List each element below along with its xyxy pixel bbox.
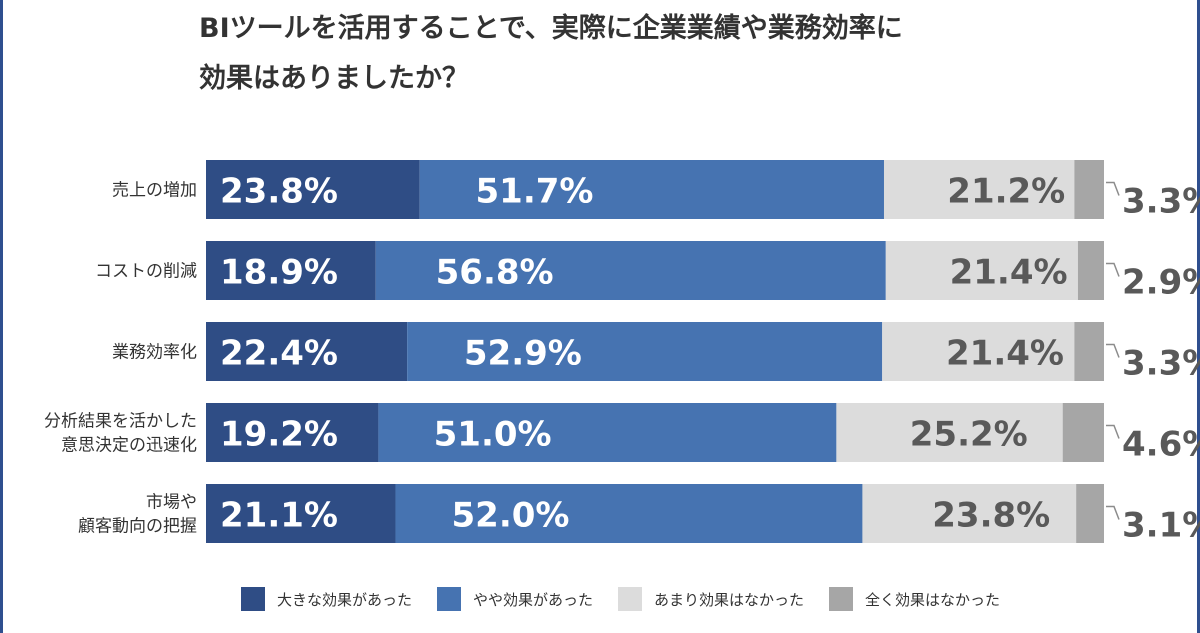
leader-line	[1106, 181, 1120, 196]
legend-label-some-effect: やや効果があった	[473, 590, 594, 609]
bar-segment-big-effect	[206, 241, 376, 300]
legend-swatch-no-effect	[829, 587, 854, 611]
legend-swatch-some-effect	[437, 587, 462, 611]
legend-label-little-effect: あまり効果はなかった	[654, 590, 805, 609]
bar-value-label-little-effect: 25.2%	[910, 415, 1028, 455]
bar-segment-little-effect	[862, 484, 1077, 543]
category-label: 市場や顧客動向の把握	[78, 493, 197, 537]
leader-line	[1106, 424, 1120, 439]
bar-value-label-big-effect: 22.4%	[220, 334, 338, 374]
bar-value-label-little-effect: 21.2%	[947, 172, 1065, 212]
category-label-line: 意思決定の迅速化	[61, 436, 197, 456]
bar-segment-little-effect	[836, 403, 1063, 462]
category-label: コストの削減	[95, 262, 197, 282]
bar-segment-some-effect	[407, 322, 883, 381]
bar-segment-little-effect	[882, 322, 1075, 381]
leader-line	[1106, 262, 1120, 277]
category-label: 業務効率化	[112, 343, 197, 363]
category-label-line: 業務効率化	[112, 343, 197, 363]
bar-segment-some-effect	[378, 403, 837, 462]
bar-value-label-big-effect: 19.2%	[220, 415, 338, 455]
bar-value-label-some-effect: 51.0%	[434, 415, 552, 455]
legend-label-no-effect: 全く効果はなかった	[865, 590, 1001, 609]
bar-value-label-some-effect: 52.0%	[452, 496, 570, 536]
bar-value-label-no-effect: 4.6%	[1122, 425, 1200, 465]
bar-segment-no-effect	[1074, 322, 1104, 381]
bar-value-label-big-effect: 18.9%	[220, 253, 338, 293]
category-label-line: 売上の増加	[112, 181, 197, 201]
bar-segment-big-effect	[206, 403, 379, 462]
bar-value-label-no-effect: 3.1%	[1122, 506, 1200, 546]
bar-segment-little-effect	[883, 160, 1075, 219]
legend-label-big-effect: 大きな効果があった	[277, 590, 413, 609]
bar-value-label-big-effect: 23.8%	[220, 172, 338, 212]
bar-segment-no-effect	[1076, 484, 1104, 543]
legend-item-no-effect: 全く効果はなかった	[829, 587, 1000, 611]
bar-segment-some-effect	[375, 241, 886, 300]
bar-value-label-some-effect: 56.8%	[436, 253, 554, 293]
bar-segment-big-effect	[206, 160, 420, 219]
category-label: 分析結果を活かした意思決定の迅速化	[44, 412, 197, 456]
bar-segment-some-effect	[419, 160, 884, 219]
category-label-line: 市場や	[146, 493, 197, 513]
legend-item-some-effect: やや効果があった	[437, 587, 593, 611]
bar-value-label-no-effect: 3.3%	[1122, 344, 1200, 384]
legend-item-little-effect: あまり効果はなかった	[618, 587, 804, 611]
leader-line	[1106, 343, 1120, 358]
category-label-line: コストの削減	[95, 262, 197, 282]
category-label: 売上の増加	[112, 181, 197, 201]
bar-value-label-little-effect: 21.4%	[946, 334, 1064, 374]
stacked-bar-chart: 売上の増加 23.8% 51.7% 21.2% 3.3% コストの削減 18.9% 56.8%…	[44, 160, 1200, 546]
bar-value-label-no-effect: 3.3%	[1122, 182, 1200, 222]
bar-value-label-big-effect: 21.1%	[220, 496, 338, 536]
bar-segment-no-effect	[1074, 160, 1104, 219]
category-label-line: 顧客動向の把握	[78, 517, 197, 537]
bar-value-label-some-effect: 51.7%	[476, 172, 594, 212]
legend-swatch-little-effect	[618, 587, 643, 611]
bar-segment-no-effect	[1062, 403, 1104, 462]
bar-value-label-little-effect: 23.8%	[932, 496, 1050, 536]
category-label-line: 分析結果を活かした	[44, 412, 197, 432]
chart-title: BIツールを活用することで、実際に企業業績や業務効率に 効果はありましたか？	[199, 4, 1099, 104]
bar-segment-big-effect	[206, 322, 408, 381]
bar-segment-little-effect	[885, 241, 1078, 300]
bar-value-label-little-effect: 21.4%	[950, 253, 1068, 293]
title-line-2: 効果はありましたか？	[199, 63, 469, 94]
bar-value-label-no-effect: 2.9%	[1122, 263, 1200, 303]
bar-segment-big-effect	[206, 484, 396, 543]
legend: 大きな効果があった やや効果があった あまり効果はなかった 全く効果はなかった	[241, 586, 1025, 612]
leader-line	[1106, 505, 1120, 520]
bar-segment-some-effect	[395, 484, 863, 543]
legend-item-big-effect: 大きな効果があった	[241, 587, 412, 611]
bar-value-label-some-effect: 52.9%	[464, 334, 582, 374]
bar-segment-no-effect	[1077, 241, 1104, 300]
title-line-1: BIツールを活用することで、実際に企業業績や業務効率に	[199, 13, 903, 44]
legend-swatch-big-effect	[241, 587, 265, 611]
